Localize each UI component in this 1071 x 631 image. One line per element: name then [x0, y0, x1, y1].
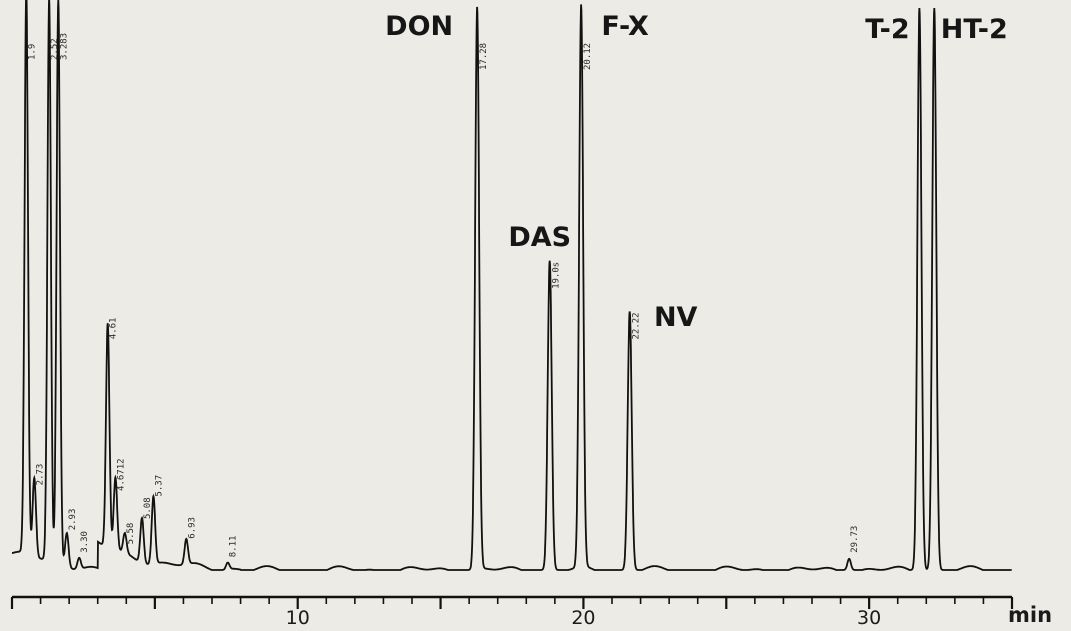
chromatogram-trace-line [12, 0, 1012, 571]
peak-label-ht-2: HT-2 [941, 14, 1008, 45]
peak-label-f-x: F-X [601, 11, 649, 42]
retention-time-label: 19.0s [552, 262, 562, 289]
retention-time-label: 20.12 [583, 43, 593, 70]
x-tick-label: 10 [286, 607, 310, 629]
x-axis: 10 20 30 [10, 595, 1014, 629]
retention-time-label: 3.30 [80, 531, 90, 553]
retention-time-label: 1.9 [27, 44, 37, 60]
retention-time-label: 5.58 [126, 523, 136, 545]
retention-time-label: 5.37 [154, 475, 164, 497]
peak-label-don: DON [385, 11, 453, 42]
retention-time-label: 5.08 [143, 497, 153, 519]
retention-time-label: 29.73 [850, 526, 860, 553]
retention-time-label: 2.52 [50, 38, 60, 60]
x-axis-unit-label: min [1008, 603, 1052, 627]
retention-time-labels: 17.28 19.0s 20.12 22.22 1.9 2.73 2.52 2.933.30 3… [27, 33, 860, 557]
retention-time-label: 2.93 [68, 509, 78, 531]
retention-time-label: 17.28 [479, 43, 489, 70]
x-tick-label: 30 [857, 607, 881, 629]
retention-time-label: 3.283 [59, 33, 69, 60]
chromatogram-trace [12, 0, 1012, 571]
peak-label-das: DAS [508, 222, 571, 253]
retention-time-label: 22.22 [632, 312, 642, 339]
x-tick-label: 20 [571, 607, 595, 629]
retention-time-label: 4.61 [109, 318, 119, 340]
peak-label-nv: NV [654, 302, 698, 333]
peak-label-t-2: T-2 [865, 14, 909, 45]
retention-time-label: 4.6712 [116, 458, 126, 491]
retention-time-label: 8.11 [229, 536, 239, 558]
retention-time-label: 6.93 [187, 517, 197, 539]
retention-time-label: 2.73 [35, 464, 45, 486]
peak-labels: DON DAS F-X NV T-2 HT-2 [385, 11, 1008, 333]
